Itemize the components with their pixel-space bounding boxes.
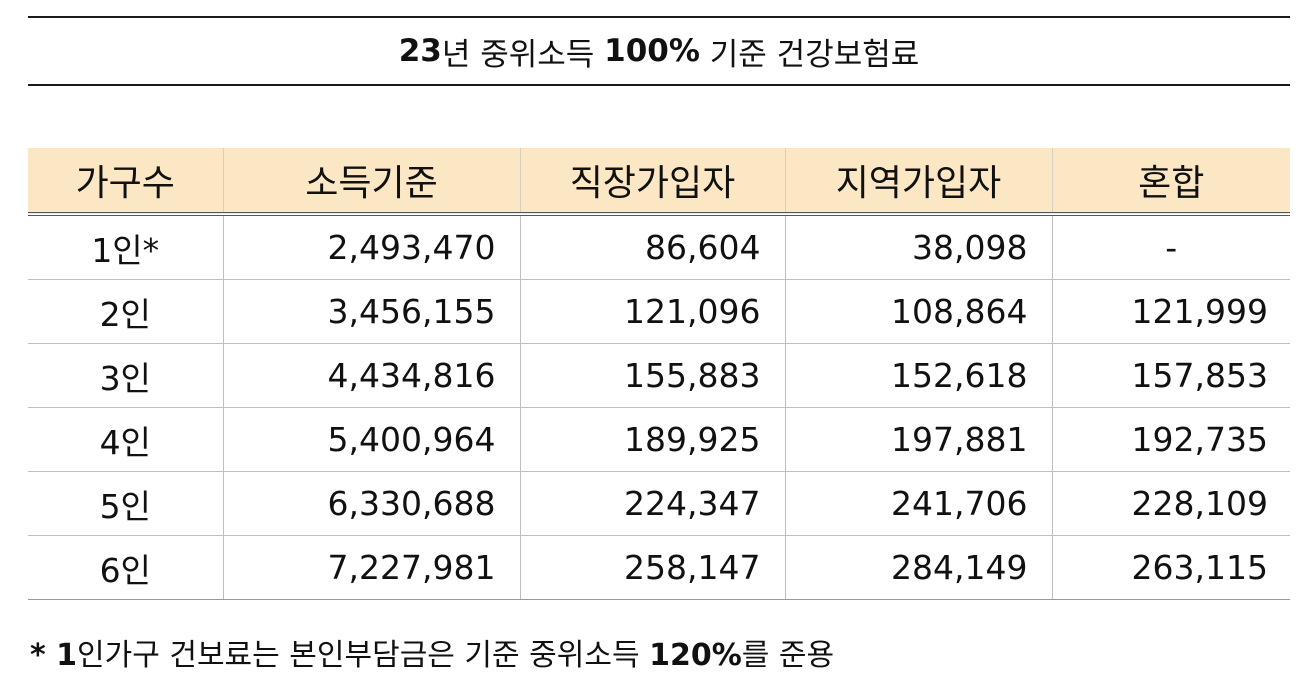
cell-employee: 258,147 [519, 535, 786, 600]
cell-mixed: 121,999 [1051, 279, 1290, 344]
cell-employee: 224,347 [519, 471, 786, 536]
header-income: 소득기준 [222, 148, 521, 216]
table-title: 23 년 중위소득 100% 기준 건강보험료 [28, 16, 1290, 86]
footnote-percent: 120% [649, 638, 742, 673]
insurance-table: 가구수 소득기준 직장가입자 지역가입자 혼합 1인* 2,493,470 86… [28, 148, 1290, 600]
cell-household: 2인 [28, 279, 224, 344]
cell-mixed: 192,735 [1051, 407, 1290, 472]
cell-mixed: - [1051, 214, 1290, 280]
table-row: 5인 6,330,688 224,347 241,706 228,109 [28, 471, 1290, 536]
table-header-row: 가구수 소득기준 직장가입자 지역가입자 혼합 [28, 148, 1290, 216]
title-year: 23 [398, 33, 442, 69]
cell-household: 3인 [28, 343, 224, 408]
cell-employee: 155,883 [519, 343, 786, 408]
cell-household: 5인 [28, 471, 224, 536]
table-row: 3인 4,434,816 155,883 152,618 157,853 [28, 343, 1290, 408]
cell-employee: 86,604 [519, 214, 786, 280]
title-text-2: 기준 건강보험료 [699, 36, 920, 73]
cell-income: 7,227,981 [222, 535, 521, 600]
cell-household: 1인* [28, 214, 224, 280]
cell-mixed: 263,115 [1051, 535, 1290, 600]
table-row: 6인 7,227,981 258,147 284,149 263,115 [28, 535, 1290, 600]
header-regional: 지역가입자 [784, 148, 1053, 216]
footnote-text-2: 를 준용 [741, 638, 835, 673]
cell-regional: 108,864 [784, 279, 1053, 344]
title-percent: 100% [604, 33, 700, 69]
table-row: 2인 3,456,155 121,096 108,864 121,999 [28, 279, 1290, 344]
cell-income: 3,456,155 [222, 279, 521, 344]
header-household: 가구수 [28, 148, 224, 216]
header-employee: 직장가입자 [519, 148, 786, 216]
cell-income: 5,400,964 [222, 407, 521, 472]
cell-mixed: 157,853 [1051, 343, 1290, 408]
table-row: 1인* 2,493,470 86,604 38,098 - [28, 214, 1290, 280]
cell-mixed: 228,109 [1051, 471, 1290, 536]
cell-regional: 284,149 [784, 535, 1053, 600]
footnote-mark: * 1 [30, 638, 78, 673]
cell-household: 6인 [28, 535, 224, 600]
cell-regional: 197,881 [784, 407, 1053, 472]
cell-regional: 152,618 [784, 343, 1053, 408]
footnote-text-1: 인가구 건보료는 본인부담금은 기준 중위소득 [77, 638, 650, 673]
cell-income: 2,493,470 [222, 214, 521, 280]
cell-household: 4인 [28, 407, 224, 472]
table-row: 4인 5,400,964 189,925 197,881 192,735 [28, 407, 1290, 472]
cell-employee: 189,925 [519, 407, 786, 472]
title-text-1: 년 중위소득 [441, 36, 605, 73]
cell-income: 4,434,816 [222, 343, 521, 408]
cell-employee: 121,096 [519, 279, 786, 344]
cell-regional: 241,706 [784, 471, 1053, 536]
header-mixed: 혼합 [1051, 148, 1290, 216]
cell-regional: 38,098 [784, 214, 1053, 280]
footnote: * 1인가구 건보료는 본인부담금은 기준 중위소득 120%를 준용 [30, 630, 834, 674]
cell-income: 6,330,688 [222, 471, 521, 536]
